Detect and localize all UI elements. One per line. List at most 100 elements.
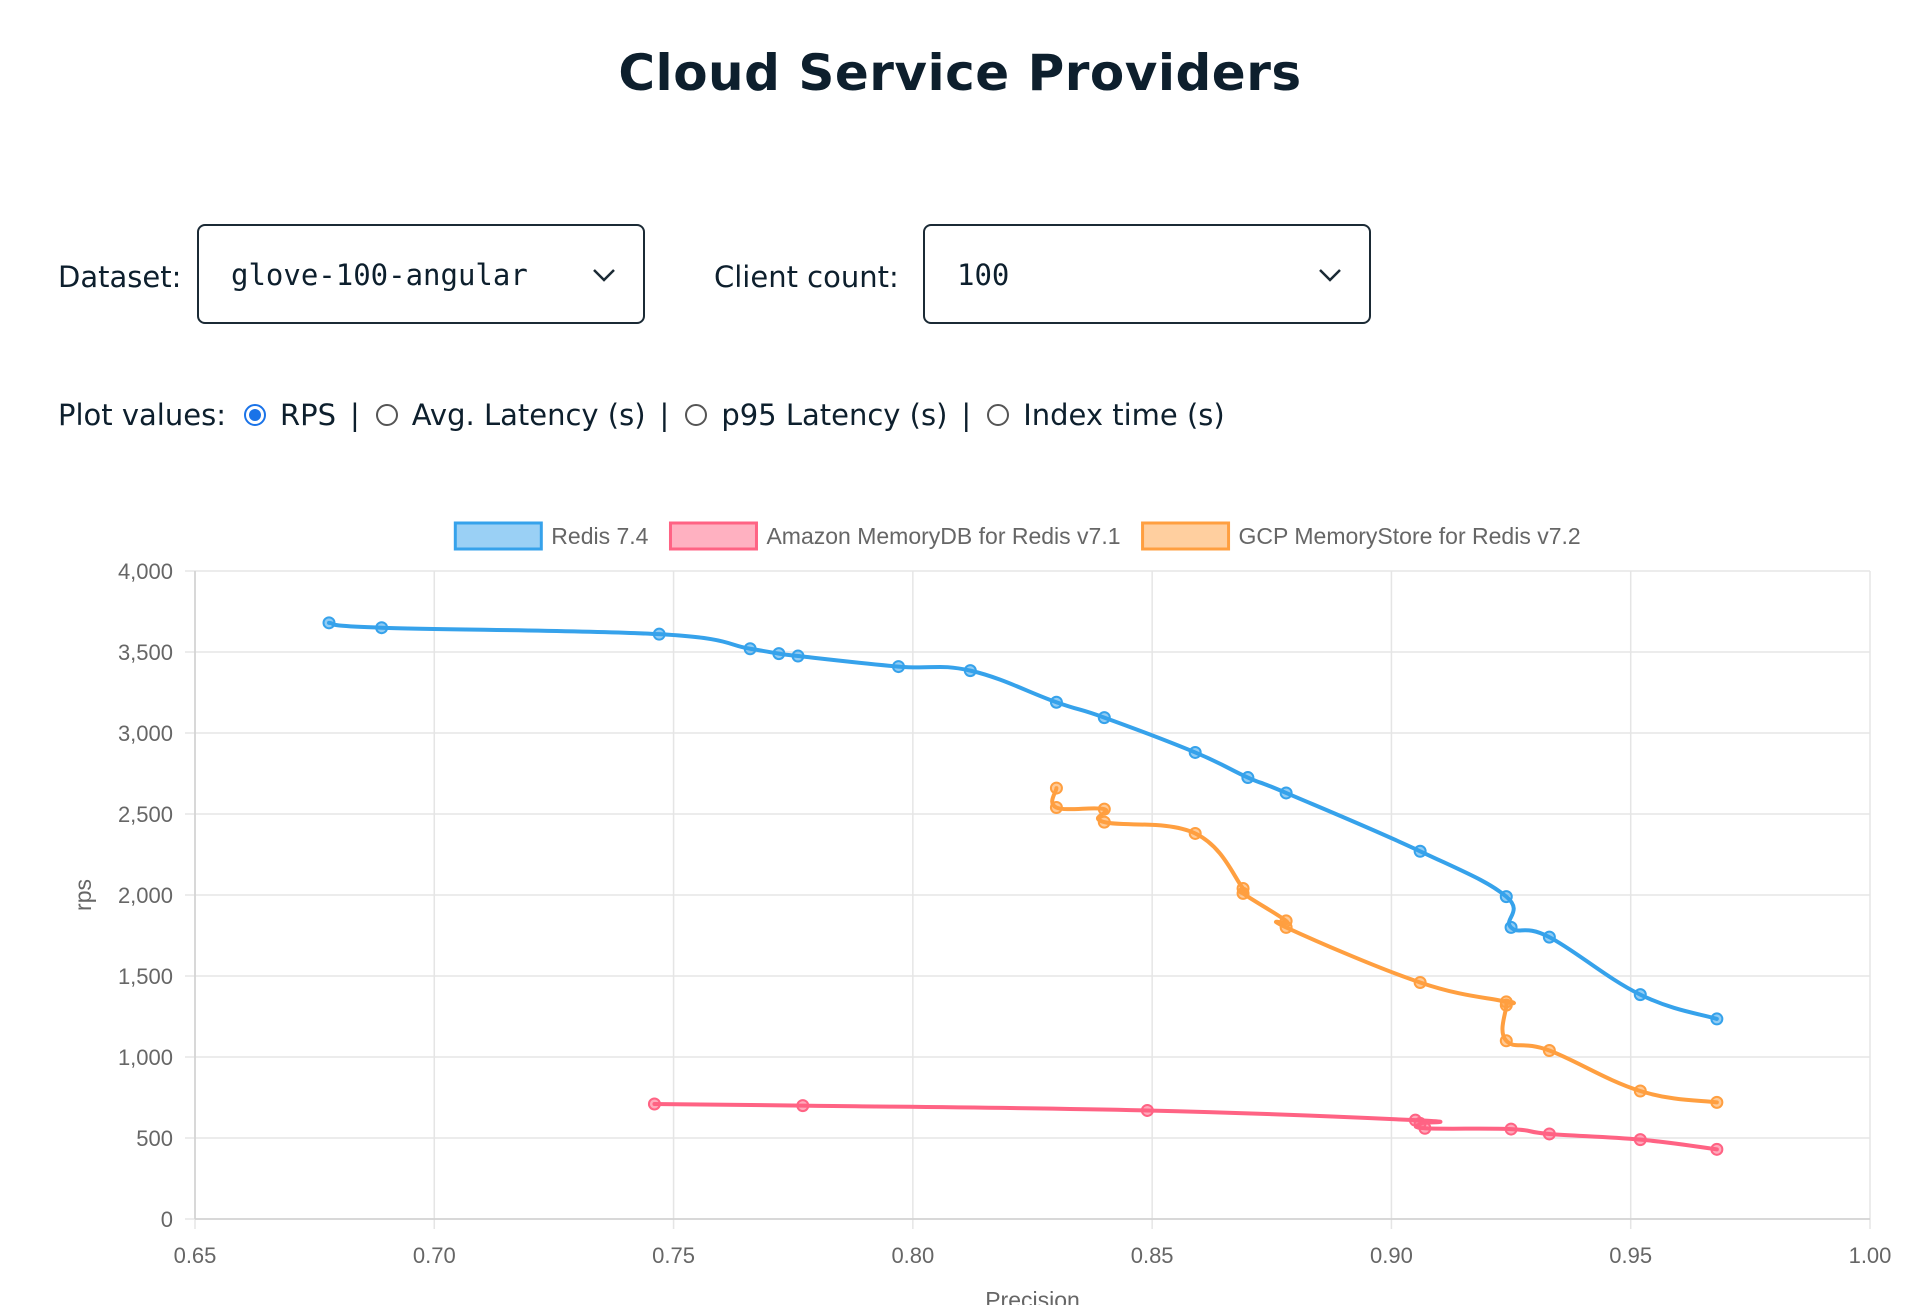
radio-p95-latency-label: p95 Latency (s) <box>721 398 948 432</box>
data-point-redis-7-4 <box>1188 745 1202 759</box>
x-tick-label: 0.95 <box>1609 1243 1652 1268</box>
separator: | <box>350 398 360 432</box>
data-point-amazon-memorydb-for-redis-v7-1 <box>1542 1127 1556 1141</box>
dataset-select[interactable]: glove-100-angular <box>197 224 645 324</box>
series-line-amazon-memorydb-for-redis-v7-1 <box>652 1101 1719 1152</box>
radio-p95-latency-indicator[interactable] <box>685 404 708 426</box>
dataset-select-value: glove-100-angular <box>231 258 528 292</box>
data-point-amazon-memorydb-for-redis-v7-1 <box>1710 1142 1724 1156</box>
x-tick-label: 1.00 <box>1849 1243 1892 1268</box>
y-tick-label: 0 <box>161 1207 173 1232</box>
data-point-gcp-memorystore-for-redis-v7-2 <box>1542 1044 1556 1058</box>
data-point-amazon-memorydb-for-redis-v7-1 <box>796 1099 810 1113</box>
filter-controls: Dataset: glove-100-angular Client count:… <box>58 224 1858 328</box>
data-point-redis-7-4 <box>1504 920 1518 934</box>
radio-avg-latency-indicator[interactable] <box>375 404 398 426</box>
plot-values-group: Plot values: RPS | Avg. Latency (s) | p9… <box>58 395 1231 435</box>
data-point-amazon-memorydb-for-redis-v7-1 <box>647 1097 661 1111</box>
data-point-redis-7-4 <box>892 660 905 674</box>
series-redis-7-4 <box>322 616 1724 1026</box>
legend-swatch <box>1141 521 1231 551</box>
data-point-redis-7-4 <box>1499 890 1513 904</box>
x-tick-label: 0.65 <box>174 1243 217 1268</box>
client-count-label: Client count: <box>714 260 899 294</box>
radio-rps-indicator[interactable] <box>243 404 266 426</box>
data-point-gcp-memorystore-for-redis-v7-2 <box>1633 1084 1647 1098</box>
chart-legend: Redis 7.4 Amazon MemoryDB for Redis v7.1 G… <box>453 521 1581 551</box>
data-point-gcp-memorystore-for-redis-v7-2 <box>1097 815 1111 829</box>
chevron-down-icon <box>593 269 615 282</box>
radio-p95-latency[interactable]: p95 Latency (s) <box>685 398 947 432</box>
radio-index-time[interactable]: Index time (s) <box>987 398 1225 432</box>
data-point-redis-7-4 <box>1633 988 1647 1002</box>
series-amazon-memorydb-for-redis-v7-1 <box>647 1097 1724 1156</box>
data-point-redis-7-4 <box>1279 786 1293 800</box>
y-tick-label: 500 <box>136 1126 173 1151</box>
data-point-gcp-memorystore-for-redis-v7-2 <box>1499 998 1513 1012</box>
chart-axes: 0.65 0.70 0.75 0.80 0.85 0.90 0.95 1.00 0 500 1,00… <box>70 559 1891 1305</box>
y-tick-label: 3,000 <box>118 721 173 746</box>
y-axis-title: rps <box>70 879 96 911</box>
radio-avg-latency[interactable]: Avg. Latency (s) <box>375 398 646 432</box>
data-point-redis-7-4 <box>652 627 666 641</box>
data-point-gcp-memorystore-for-redis-v7-2 <box>1188 826 1202 840</box>
series-gcp-memorystore-for-redis-v7-2 <box>1049 781 1724 1109</box>
radio-rps[interactable]: RPS <box>243 398 337 432</box>
data-point-gcp-memorystore-for-redis-v7-2 <box>1049 801 1063 815</box>
legend-label: Amazon MemoryDB for Redis v7.1 <box>766 523 1120 549</box>
y-tick-label: 4,000 <box>118 559 173 584</box>
series-line-redis-7-4 <box>327 620 1719 1021</box>
data-point-gcp-memorystore-for-redis-v7-2 <box>1049 781 1063 795</box>
data-point-redis-7-4 <box>322 616 336 630</box>
chart-grid <box>185 570 1871 1229</box>
x-tick-label: 0.75 <box>652 1243 695 1268</box>
data-point-redis-7-4 <box>375 621 389 635</box>
separator: | <box>659 398 670 432</box>
separator: | <box>961 398 972 432</box>
legend-swatch <box>668 521 758 551</box>
data-point-amazon-memorydb-for-redis-v7-1 <box>1633 1133 1647 1147</box>
y-tick-label: 2,500 <box>118 802 173 827</box>
data-point-gcp-memorystore-for-redis-v7-2 <box>1236 886 1250 900</box>
data-point-redis-7-4 <box>1413 844 1427 858</box>
x-tick-label: 0.85 <box>1131 1243 1174 1268</box>
data-point-gcp-memorystore-for-redis-v7-2 <box>1097 802 1111 816</box>
data-point-gcp-memorystore-for-redis-v7-2 <box>1279 920 1293 934</box>
legend-swatch <box>453 521 543 551</box>
data-point-redis-7-4 <box>1710 1012 1724 1026</box>
x-tick-label: 0.70 <box>413 1243 456 1268</box>
data-point-redis-7-4 <box>1241 771 1255 785</box>
data-point-redis-7-4 <box>1542 930 1556 944</box>
x-tick-label: 0.80 <box>891 1243 934 1268</box>
radio-avg-latency-label: Avg. Latency (s) <box>411 398 646 432</box>
radio-rps-label: RPS <box>279 398 337 432</box>
page-title: Cloud Service Providers <box>618 44 1302 102</box>
data-point-amazon-memorydb-for-redis-v7-1 <box>1140 1103 1154 1117</box>
data-point-amazon-memorydb-for-redis-v7-1 <box>1504 1122 1518 1136</box>
chart-series <box>322 616 1724 1156</box>
data-point-gcp-memorystore-for-redis-v7-2 <box>1413 975 1427 989</box>
client-count-select-value: 100 <box>957 258 1010 292</box>
plot-values-label: Plot values: <box>58 398 226 432</box>
data-point-redis-7-4 <box>1049 695 1063 709</box>
dataset-label: Dataset: <box>58 260 182 294</box>
data-point-redis-7-4 <box>1097 711 1111 725</box>
x-tick-label: 0.90 <box>1370 1243 1413 1268</box>
radio-index-time-indicator[interactable] <box>987 404 1010 426</box>
data-point-gcp-memorystore-for-redis-v7-2 <box>1499 1034 1513 1048</box>
data-point-redis-7-4 <box>791 649 805 663</box>
y-tick-label: 3,500 <box>118 640 173 665</box>
data-point-gcp-memorystore-for-redis-v7-2 <box>1710 1095 1724 1109</box>
y-tick-label: 2,000 <box>118 883 173 908</box>
x-axis-title: Precision <box>985 1287 1080 1305</box>
data-point-redis-7-4 <box>743 642 757 656</box>
data-point-amazon-memorydb-for-redis-v7-1 <box>1418 1121 1432 1135</box>
client-count-select[interactable]: 100 <box>923 224 1371 324</box>
legend-label: GCP MemoryStore for Redis v7.2 <box>1239 523 1581 549</box>
chevron-down-icon <box>1319 269 1341 282</box>
legend-label: Redis 7.4 <box>551 523 648 549</box>
y-tick-label: 1,000 <box>118 1045 173 1070</box>
radio-index-time-label: Index time (s) <box>1023 398 1225 432</box>
y-tick-label: 1,500 <box>118 964 173 989</box>
